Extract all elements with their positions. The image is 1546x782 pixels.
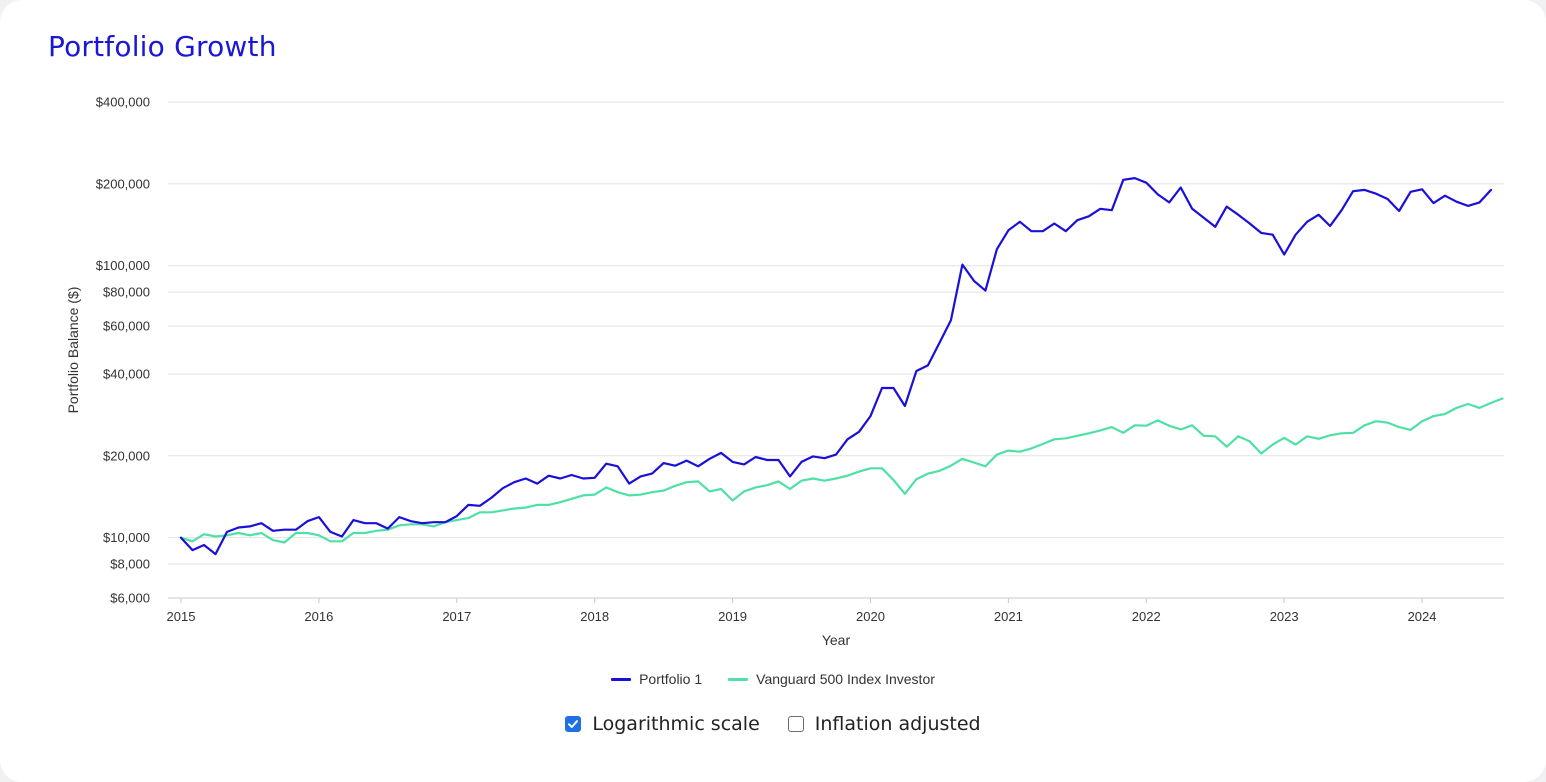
y-tick-label: $8,000 bbox=[110, 557, 150, 572]
x-tick-label: 2024 bbox=[1408, 609, 1437, 624]
y-tick-label: $40,000 bbox=[103, 366, 150, 381]
y-tick-label: $10,000 bbox=[103, 530, 150, 545]
legend-item-portfolio-1[interactable]: Portfolio 1 bbox=[611, 671, 702, 687]
y-tick-label: $60,000 bbox=[103, 319, 150, 334]
y-tick-label: $400,000 bbox=[96, 95, 150, 110]
chart-options: Logarithmic scale Inflation adjusted bbox=[0, 713, 1546, 735]
y-tick-label: $6,000 bbox=[110, 591, 150, 606]
y-tick-labels: $6,000 $8,000 $10,000 $20,000 $40,000 $60,000… bbox=[96, 95, 150, 606]
x-tick-label: 2021 bbox=[994, 609, 1023, 624]
log-scale-checkbox[interactable] bbox=[565, 716, 582, 732]
inflation-adjusted-label: Inflation adjusted bbox=[814, 713, 981, 735]
page-title: Portfolio Growth bbox=[48, 30, 277, 63]
x-tick-label: 2019 bbox=[718, 609, 747, 624]
legend-label-portfolio-1: Portfolio 1 bbox=[639, 671, 703, 687]
grid-layer bbox=[168, 101, 1504, 565]
series-layer bbox=[179, 177, 1504, 556]
log-scale-toggle[interactable]: Logarithmic scale bbox=[565, 713, 760, 735]
x-tick-label: 2022 bbox=[1132, 609, 1161, 624]
y-tick-label: $100,000 bbox=[96, 258, 150, 273]
legend: Portfolio 1 Vanguard 500 Index Investor bbox=[0, 671, 1546, 687]
x-axis-title: Year bbox=[822, 632, 851, 648]
series-line-vanguard-500-index-investor bbox=[179, 397, 1504, 544]
x-tick-label: 2015 bbox=[167, 609, 196, 624]
legend-item-vanguard-500[interactable]: Vanguard 500 Index Investor bbox=[728, 671, 935, 687]
checkmark-icon bbox=[568, 720, 579, 728]
log-scale-label: Logarithmic scale bbox=[592, 713, 760, 735]
x-tick-label: 2016 bbox=[304, 609, 333, 624]
legend-label-vanguard-500: Vanguard 500 Index Investor bbox=[756, 671, 935, 687]
series-line-portfolio-1 bbox=[179, 177, 1493, 556]
x-tick-label: 2018 bbox=[580, 609, 609, 624]
inflation-adjusted-checkbox[interactable] bbox=[787, 716, 804, 732]
y-axis-title: Portfolio Balance ($) bbox=[65, 287, 81, 414]
y-tick-label: $200,000 bbox=[96, 176, 150, 191]
x-tick-label: 2023 bbox=[1270, 609, 1299, 624]
y-tick-label: $80,000 bbox=[103, 285, 150, 300]
y-tick-label: $20,000 bbox=[103, 448, 150, 463]
inflation-adjusted-toggle[interactable]: Inflation adjusted bbox=[787, 713, 981, 735]
legend-swatch-portfolio-1 bbox=[611, 677, 632, 681]
legend-swatch-vanguard-500 bbox=[728, 677, 749, 681]
x-tick-label: 2020 bbox=[856, 609, 885, 624]
x-tick-labels: 2015 2016 2017 2018 2019 2020 2021 2022 2023 2024 bbox=[167, 598, 1437, 624]
x-tick-label: 2017 bbox=[442, 609, 471, 624]
